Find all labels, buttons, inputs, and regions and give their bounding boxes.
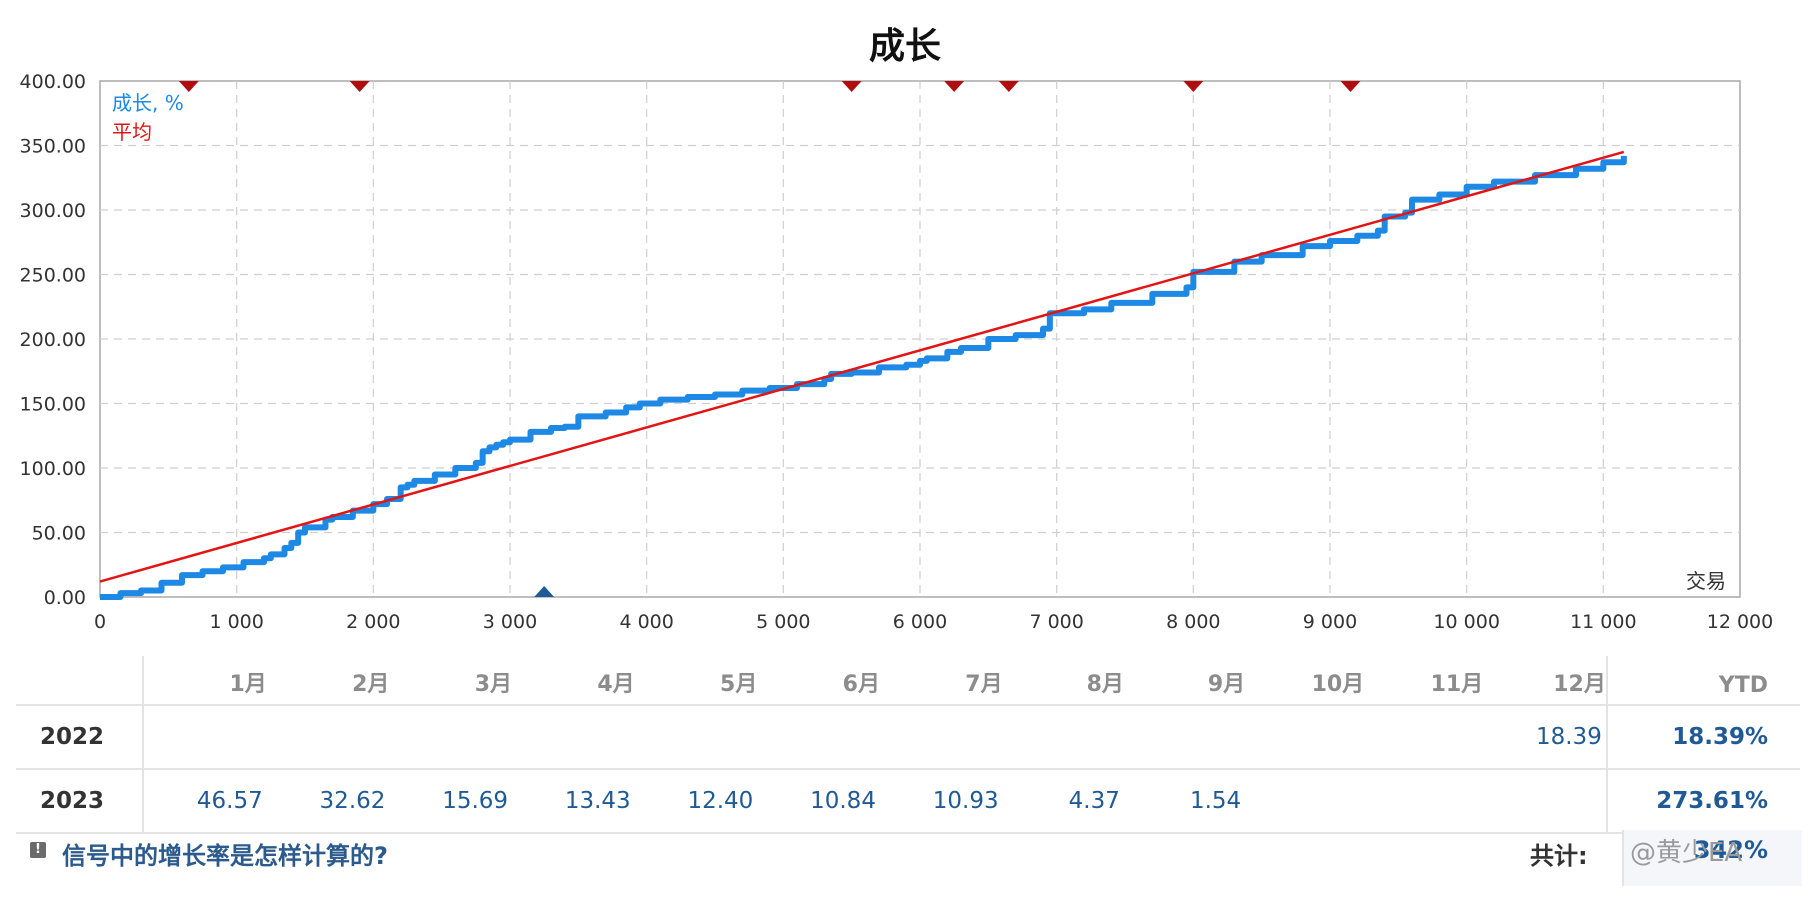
- legend-growth: 成长, %: [112, 91, 184, 115]
- year-header: [16, 656, 143, 705]
- total-label: 共计:: [1530, 842, 1588, 870]
- x-tick-label: 11 000: [1570, 611, 1636, 633]
- x-tick-label: 9 000: [1303, 611, 1357, 633]
- y-tick-label: 350.00: [20, 136, 86, 158]
- month-value: [389, 705, 512, 769]
- month-value: [757, 705, 880, 769]
- chart-title: 成长: [869, 26, 941, 67]
- ytd-header: YTD: [1605, 656, 1800, 705]
- monthly-growth-table: 1月 2月 3月 4月 5月 6月 7月 8月 9月 10月 11月 12月 Y…: [16, 656, 1800, 834]
- month-header: 1月: [142, 656, 267, 705]
- y-axis: 0.00 50.00 100.00 150.00 200.00 250.00 300.00 3…: [20, 71, 86, 609]
- series-line-average: [99, 150, 1625, 583]
- x-tick-label: 8 000: [1166, 611, 1220, 633]
- info-icon: !: [30, 842, 46, 858]
- y-tick-label: 0.00: [44, 587, 86, 609]
- month-value: 10.93: [932, 788, 999, 814]
- month-value: [1364, 769, 1483, 833]
- watermark: @黄少EA: [1630, 838, 1743, 868]
- month-header: 5月: [720, 672, 758, 697]
- down-marker: [841, 81, 862, 92]
- x-axis: 0 1 000 2 000 3 000 4 000 5 000 6 000 7 000 8 00…: [94, 611, 1773, 633]
- month-header: 10月: [1311, 672, 1365, 697]
- y-tick-label: 300.00: [20, 200, 86, 222]
- x-tick-label: 2 000: [346, 611, 400, 633]
- month-value: [635, 705, 758, 769]
- growth-calculation-link[interactable]: 信号中的增长率是怎样计算的?: [62, 842, 388, 870]
- month-value: [1245, 769, 1364, 833]
- month-value: 4.37: [1068, 788, 1120, 814]
- month-header: 6月: [842, 672, 880, 697]
- table-row: 2022 18.39 18.39%: [16, 705, 1800, 769]
- down-marker: [998, 81, 1019, 92]
- x-tick-label: 6 000: [893, 611, 947, 633]
- month-value: [142, 705, 267, 769]
- total-box: 342%: [1622, 830, 1802, 886]
- month-header: 8月: [1086, 672, 1124, 697]
- ytd-value: 273.61%: [1605, 769, 1800, 833]
- x-tick-label: 5 000: [756, 611, 810, 633]
- growth-chart: 成长 0.00 50.00 100.00 150.00 200.00 250.00 300.…: [20, 26, 1774, 633]
- month-value: 13.43: [564, 788, 631, 814]
- table-row: 2023 46.57 32.62 15.69 13.43 12.40 10.84…: [16, 769, 1800, 833]
- y-tick-label: 100.00: [20, 458, 86, 480]
- month-value: [880, 705, 1003, 769]
- month-value: [1483, 769, 1607, 833]
- down-marker: [1183, 81, 1204, 92]
- down-marker: [944, 81, 965, 92]
- month-value: 18.39: [1535, 724, 1602, 750]
- event-markers: [178, 81, 1361, 597]
- month-header: 4月: [597, 672, 635, 697]
- x-tick-label: 10 000: [1433, 611, 1499, 633]
- down-marker: [1340, 81, 1361, 92]
- month-value: 32.62: [319, 788, 386, 814]
- series-lines: [99, 150, 1627, 600]
- month-value: 12.40: [687, 788, 754, 814]
- legend-average: 平均: [112, 120, 152, 144]
- down-marker: [349, 81, 370, 92]
- x-tick-label: 1 000: [209, 611, 263, 633]
- year-cell: 2022: [40, 724, 105, 750]
- month-value: [1003, 705, 1124, 769]
- y-tick-label: 150.00: [20, 394, 86, 416]
- x-tick-label: 3 000: [483, 611, 537, 633]
- x-tick-label: 0: [94, 611, 106, 633]
- month-header: 9月: [1207, 672, 1246, 697]
- y-tick-label: 400.00: [20, 71, 86, 93]
- series-line-growth: [100, 155, 1627, 600]
- x-tick-label: 7 000: [1029, 611, 1083, 633]
- y-tick-label: 200.00: [20, 329, 86, 351]
- total-value: 342%: [1693, 836, 1768, 864]
- month-value: [1124, 705, 1245, 769]
- month-value: [267, 705, 390, 769]
- table-footer: ! 信号中的增长率是怎样计算的? 共计: 342%: [28, 830, 1802, 886]
- y-tick-label: 250.00: [20, 265, 86, 287]
- month-value: [1364, 705, 1483, 769]
- month-header: 11月: [1430, 672, 1484, 697]
- month-value: 15.69: [442, 788, 509, 814]
- up-marker: [534, 586, 555, 597]
- month-header: 12月: [1553, 672, 1606, 697]
- months-header: 1月 2月 3月 4月 5月 6月 7月 8月 9月 10月 11月 12月 Y…: [16, 656, 1800, 705]
- down-marker: [178, 81, 199, 92]
- y-tick-label: 50.00: [32, 523, 86, 545]
- month-header: 2月: [352, 672, 390, 697]
- month-header: 3月: [474, 672, 513, 697]
- x-tick-label: 12 000: [1707, 611, 1773, 633]
- x-tick-label: 4 000: [619, 611, 673, 633]
- ytd-value: 18.39%: [1605, 705, 1800, 769]
- year-cell: 2023: [40, 788, 105, 814]
- month-value: 46.57: [142, 769, 267, 833]
- month-header: 7月: [965, 672, 1003, 697]
- month-value: 1.54: [1189, 788, 1242, 814]
- grid-lines: [100, 81, 1740, 597]
- month-value: [512, 705, 635, 769]
- month-value: [1245, 705, 1364, 769]
- x-axis-label: 交易: [1686, 569, 1726, 593]
- month-value: 10.84: [810, 788, 876, 814]
